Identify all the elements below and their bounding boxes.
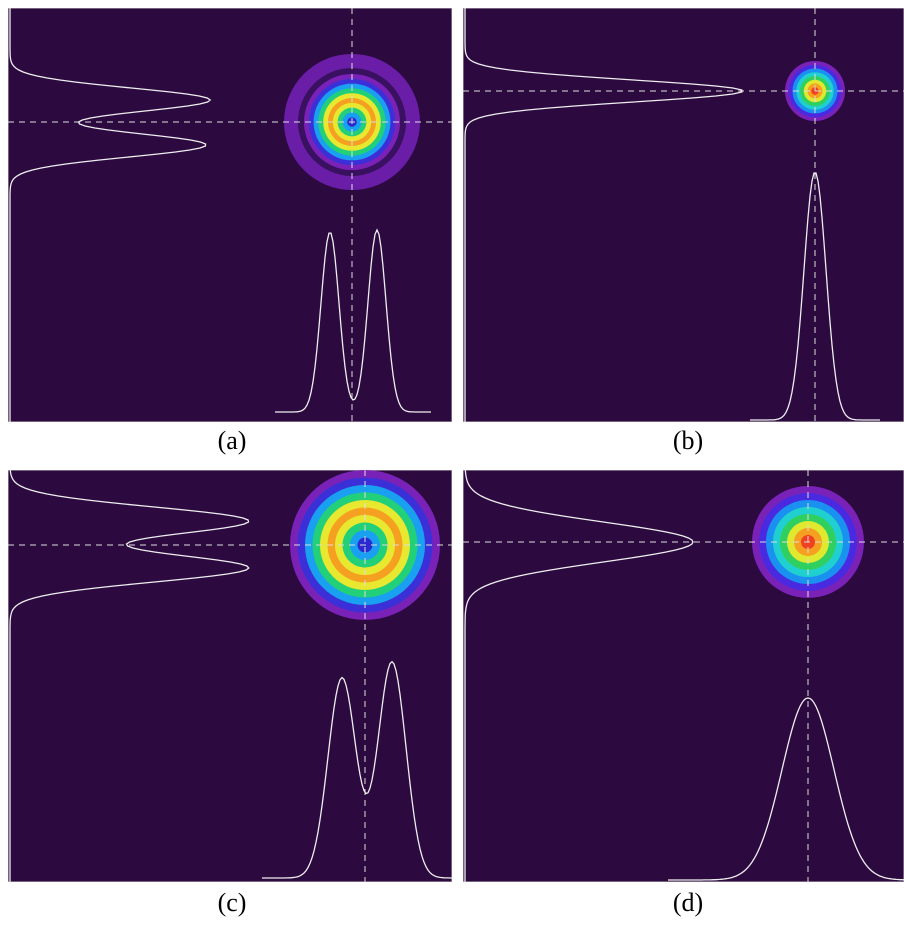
- panel-background: [463, 8, 904, 422]
- beam-panel: [463, 8, 904, 422]
- panel-label: (a): [218, 426, 247, 455]
- beam-panel: [8, 470, 472, 882]
- panel-label: (d): [673, 888, 703, 917]
- panel-label: (c): [218, 888, 247, 917]
- beam-panel: [8, 8, 452, 422]
- panel-label: (b): [673, 426, 703, 455]
- figure: (a) (b) (c) (d): [0, 0, 904, 928]
- beam-panel: [463, 470, 904, 882]
